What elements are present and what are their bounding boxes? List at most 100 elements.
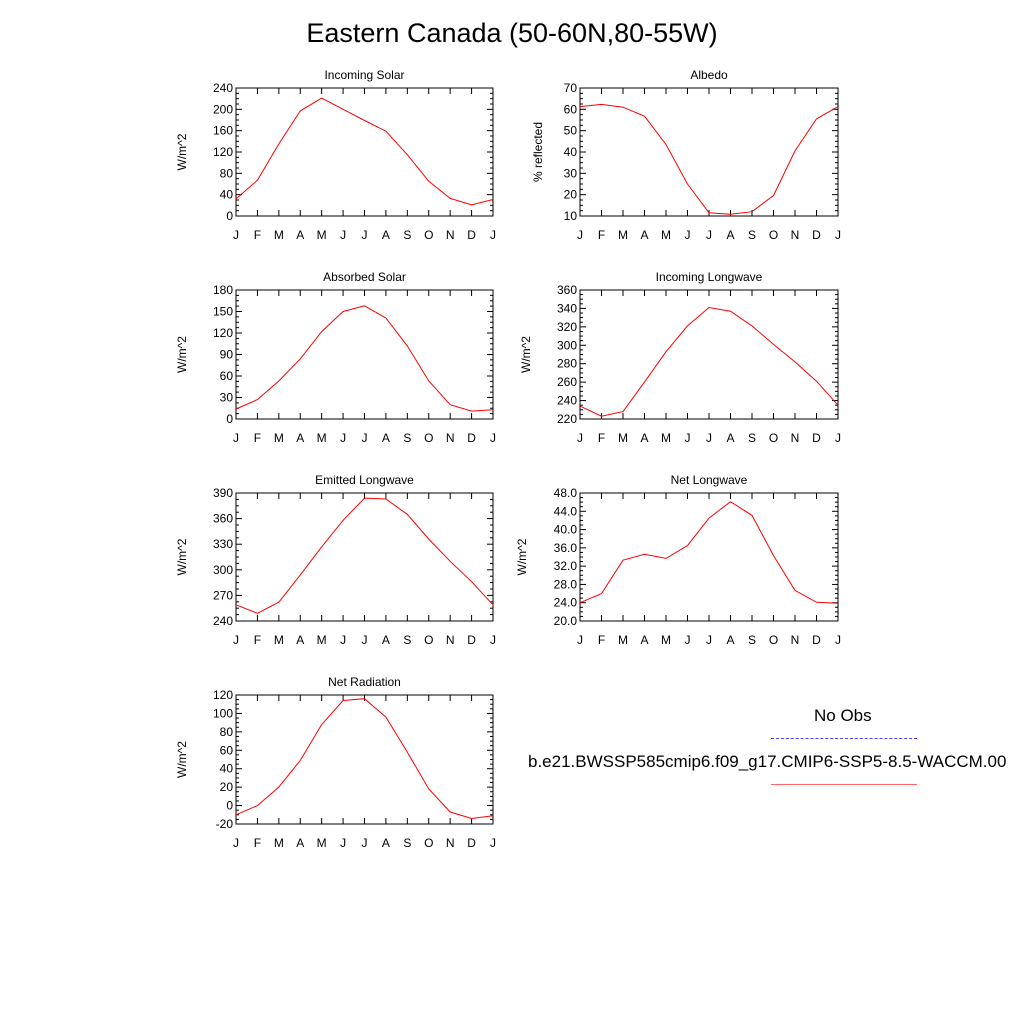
chart-title: Net Longwave [671, 473, 748, 487]
y-tick-label: 70 [564, 81, 578, 95]
x-tick-label: M [618, 228, 628, 242]
legend-obs-label: No Obs [814, 706, 872, 725]
chart-title: Incoming Solar [324, 68, 404, 82]
y-tick-label: 100 [213, 706, 233, 720]
y-tick-label: 240 [557, 394, 577, 408]
y-tick-label: 48.0 [554, 486, 578, 500]
x-tick-label: M [661, 431, 671, 445]
x-tick-label: N [446, 228, 455, 242]
x-tick-label: A [726, 633, 734, 647]
y-tick-label: 44.0 [554, 504, 578, 518]
y-tick-label: 24.0 [554, 596, 578, 610]
plot-frame [579, 289, 839, 420]
x-tick-label: N [446, 431, 455, 445]
y-tick-label: 40.0 [554, 523, 578, 537]
x-tick-label: S [403, 836, 411, 850]
x-tick-label: J [685, 633, 691, 647]
y-tick-label: 120 [213, 688, 233, 702]
x-tick-label: J [577, 633, 583, 647]
x-tick-label: M [317, 228, 327, 242]
x-tick-label: D [467, 836, 476, 850]
x-tick-label: M [317, 836, 327, 850]
x-tick-label: N [791, 228, 800, 242]
x-tick-label: M [274, 228, 284, 242]
x-tick-label: J [577, 228, 583, 242]
y-tick-label: 0 [226, 799, 233, 813]
x-tick-label: M [274, 836, 284, 850]
x-tick-label: J [233, 431, 239, 445]
x-tick-label: J [706, 431, 712, 445]
x-tick-label: F [598, 431, 605, 445]
x-tick-label: F [254, 431, 261, 445]
x-tick-label: A [296, 228, 304, 242]
y-axis-label: W/m^2 [175, 538, 189, 575]
y-tick-label: 200 [213, 102, 233, 116]
x-tick-label: A [726, 228, 734, 242]
x-tick-label: F [598, 633, 605, 647]
x-tick-label: A [640, 633, 648, 647]
y-tick-label: 50 [564, 124, 578, 138]
x-tick-label: D [467, 431, 476, 445]
x-tick-label: O [424, 431, 433, 445]
x-tick-label: J [233, 228, 239, 242]
x-tick-label: J [835, 431, 841, 445]
x-tick-label: S [403, 228, 411, 242]
x-tick-label: S [748, 228, 756, 242]
y-tick-label: 220 [557, 412, 577, 426]
x-tick-label: M [274, 633, 284, 647]
y-tick-label: 270 [213, 588, 233, 602]
chart-title: Incoming Longwave [656, 270, 763, 284]
y-tick-label: 80 [220, 725, 234, 739]
x-tick-label: O [424, 228, 433, 242]
plot-frame [579, 492, 839, 622]
series-line [235, 497, 494, 614]
x-tick-label: J [490, 431, 496, 445]
y-tick-label: -20 [216, 817, 234, 831]
y-tick-label: 330 [213, 537, 233, 551]
x-tick-label: J [835, 228, 841, 242]
x-tick-label: F [598, 228, 605, 242]
series-line [235, 698, 494, 820]
y-axis-label: W/m^2 [515, 538, 529, 575]
x-tick-label: M [274, 431, 284, 445]
x-tick-label: M [317, 633, 327, 647]
x-tick-label: S [748, 431, 756, 445]
x-tick-label: M [661, 633, 671, 647]
y-tick-label: 160 [213, 124, 233, 138]
x-tick-label: J [490, 228, 496, 242]
plot-frame [579, 87, 839, 217]
x-tick-label: D [812, 228, 821, 242]
x-tick-label: J [233, 836, 239, 850]
x-tick-label: A [382, 633, 390, 647]
y-tick-label: 360 [557, 283, 577, 297]
x-tick-label: J [577, 431, 583, 445]
y-tick-label: 390 [213, 486, 233, 500]
y-tick-label: 10 [564, 209, 578, 223]
y-tick-label: 60 [220, 743, 234, 757]
x-tick-label: D [467, 633, 476, 647]
x-tick-label: D [812, 633, 821, 647]
y-tick-label: 40 [220, 762, 234, 776]
x-tick-label: M [618, 633, 628, 647]
x-tick-label: A [382, 431, 390, 445]
y-tick-label: 20 [220, 780, 234, 794]
x-tick-label: A [382, 836, 390, 850]
x-tick-label: J [490, 633, 496, 647]
y-tick-label: 60 [220, 369, 234, 383]
x-tick-label: O [769, 228, 778, 242]
y-tick-label: 28.0 [554, 577, 578, 591]
x-tick-label: M [661, 228, 671, 242]
y-axis-label: % reflected [531, 122, 545, 182]
x-tick-label: J [362, 431, 368, 445]
legend-model-label: b.e21.BWSSP585cmip6.f09_g17.CMIP6-SSP5-8… [528, 752, 1007, 771]
chart-panel-5: Net Longwave 20.0 24.0 28.0 32.0 36.0 40.0 44.0… [515, 473, 841, 647]
plot-frame [235, 492, 494, 622]
series-line [579, 103, 839, 215]
x-tick-label: J [233, 633, 239, 647]
x-tick-label: N [791, 431, 800, 445]
x-tick-label: A [640, 228, 648, 242]
legend-obs-line [771, 738, 917, 739]
x-tick-label: D [467, 228, 476, 242]
series-line [579, 306, 839, 417]
